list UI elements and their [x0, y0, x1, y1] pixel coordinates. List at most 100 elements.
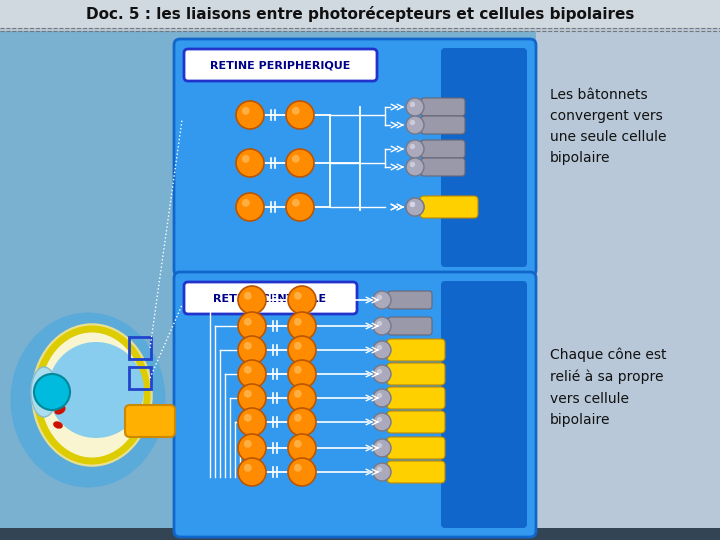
- Circle shape: [294, 464, 302, 472]
- Circle shape: [244, 464, 252, 472]
- Circle shape: [286, 193, 314, 221]
- FancyBboxPatch shape: [387, 363, 445, 385]
- FancyBboxPatch shape: [421, 158, 465, 176]
- Circle shape: [286, 149, 314, 177]
- FancyBboxPatch shape: [184, 49, 377, 81]
- Circle shape: [294, 390, 302, 398]
- Circle shape: [410, 102, 415, 107]
- Circle shape: [406, 158, 424, 176]
- Circle shape: [286, 101, 314, 129]
- Text: Les bâtonnets
convergent vers
une seule cellule
bipolaire: Les bâtonnets convergent vers une seule …: [550, 88, 667, 165]
- Circle shape: [373, 341, 391, 359]
- Circle shape: [242, 107, 250, 114]
- Ellipse shape: [31, 367, 57, 417]
- Circle shape: [292, 107, 300, 114]
- Circle shape: [410, 144, 415, 149]
- Circle shape: [288, 360, 316, 388]
- Circle shape: [373, 413, 391, 431]
- Circle shape: [373, 317, 391, 335]
- Circle shape: [294, 366, 302, 374]
- Circle shape: [236, 149, 264, 177]
- Circle shape: [377, 369, 382, 374]
- Circle shape: [242, 155, 250, 163]
- Circle shape: [377, 443, 382, 448]
- Circle shape: [406, 198, 424, 216]
- FancyBboxPatch shape: [387, 387, 445, 409]
- FancyBboxPatch shape: [388, 317, 432, 335]
- FancyBboxPatch shape: [536, 31, 720, 540]
- FancyBboxPatch shape: [0, 528, 720, 540]
- Circle shape: [377, 393, 382, 398]
- Circle shape: [288, 434, 316, 462]
- Circle shape: [288, 312, 316, 340]
- Circle shape: [242, 199, 250, 207]
- Circle shape: [238, 384, 266, 412]
- FancyBboxPatch shape: [421, 198, 465, 216]
- FancyBboxPatch shape: [421, 116, 465, 134]
- Circle shape: [244, 292, 252, 300]
- Circle shape: [238, 286, 266, 314]
- Circle shape: [410, 202, 415, 207]
- Circle shape: [244, 414, 252, 422]
- Circle shape: [244, 390, 252, 398]
- Circle shape: [238, 408, 266, 436]
- Circle shape: [406, 198, 424, 216]
- Circle shape: [377, 295, 382, 300]
- FancyBboxPatch shape: [420, 196, 478, 218]
- Circle shape: [244, 342, 252, 350]
- Circle shape: [410, 120, 415, 125]
- Circle shape: [238, 360, 266, 388]
- Circle shape: [236, 101, 264, 129]
- FancyBboxPatch shape: [421, 140, 465, 158]
- Text: Doc. 5 : les liaisons entre photorécepteurs et cellules bipolaires: Doc. 5 : les liaisons entre photorécepte…: [86, 6, 634, 22]
- Circle shape: [373, 291, 391, 309]
- FancyBboxPatch shape: [174, 39, 536, 276]
- Text: RETINE PERIPHERIQUE: RETINE PERIPHERIQUE: [210, 61, 350, 71]
- FancyBboxPatch shape: [125, 405, 175, 437]
- FancyBboxPatch shape: [184, 282, 357, 314]
- Circle shape: [292, 199, 300, 207]
- Circle shape: [294, 318, 302, 326]
- FancyBboxPatch shape: [388, 291, 432, 309]
- Circle shape: [377, 417, 382, 422]
- Circle shape: [236, 193, 264, 221]
- Ellipse shape: [33, 325, 151, 465]
- Circle shape: [288, 336, 316, 364]
- Circle shape: [238, 336, 266, 364]
- Circle shape: [48, 342, 144, 438]
- FancyBboxPatch shape: [421, 98, 465, 116]
- Ellipse shape: [11, 313, 166, 488]
- Circle shape: [34, 374, 70, 410]
- Circle shape: [288, 286, 316, 314]
- Circle shape: [406, 140, 424, 158]
- Circle shape: [410, 202, 415, 207]
- Circle shape: [292, 155, 300, 163]
- Circle shape: [410, 162, 415, 167]
- Ellipse shape: [55, 406, 66, 415]
- Circle shape: [238, 312, 266, 340]
- Text: RETINE CENTRALE: RETINE CENTRALE: [213, 294, 327, 304]
- Circle shape: [288, 408, 316, 436]
- Circle shape: [406, 116, 424, 134]
- Circle shape: [294, 414, 302, 422]
- FancyBboxPatch shape: [387, 461, 445, 483]
- Circle shape: [238, 458, 266, 486]
- FancyBboxPatch shape: [387, 411, 445, 433]
- Circle shape: [377, 345, 382, 350]
- FancyBboxPatch shape: [174, 272, 536, 537]
- Circle shape: [288, 458, 316, 486]
- Circle shape: [406, 98, 424, 116]
- FancyBboxPatch shape: [0, 31, 720, 540]
- FancyBboxPatch shape: [441, 281, 527, 528]
- FancyBboxPatch shape: [441, 48, 527, 267]
- FancyBboxPatch shape: [387, 339, 445, 361]
- Circle shape: [244, 440, 252, 448]
- Circle shape: [288, 384, 316, 412]
- Circle shape: [377, 321, 382, 326]
- Circle shape: [294, 440, 302, 448]
- Circle shape: [294, 342, 302, 350]
- Circle shape: [373, 365, 391, 383]
- Circle shape: [244, 366, 252, 374]
- FancyBboxPatch shape: [387, 437, 445, 459]
- Ellipse shape: [45, 394, 55, 402]
